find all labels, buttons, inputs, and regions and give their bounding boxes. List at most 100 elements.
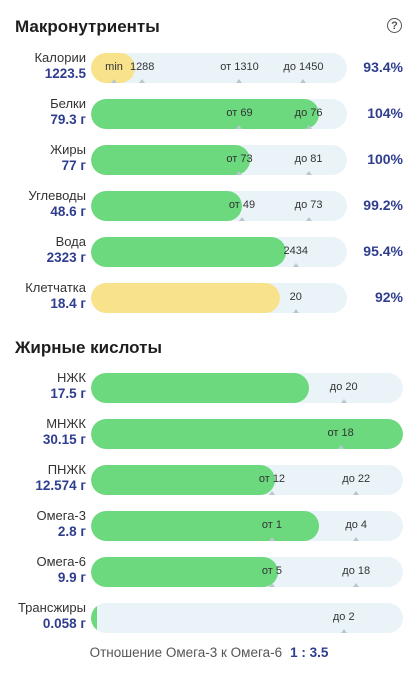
nutrient-amount: 48.6 г (50, 204, 86, 219)
range-marker-tick (111, 79, 118, 83)
range-marker-tick (236, 125, 243, 129)
nutrient-row[interactable]: МНЖК 30.15 г от 18 (0, 416, 418, 456)
nutrient-name: Омега-6 (36, 554, 86, 569)
nutrient-amount: 2323 г (46, 250, 86, 265)
range-marker-tick (353, 537, 360, 541)
range-marker-tick (239, 217, 246, 221)
range-marker-tick (236, 79, 243, 83)
fatty-acids-title: Жирные кислоты (15, 338, 162, 357)
progress-fill (91, 511, 319, 541)
range-marker-label: 20 (289, 291, 302, 303)
range-marker-label: от 1310 (220, 61, 259, 73)
range-marker-label: до 81 (294, 153, 323, 165)
nutrient-row[interactable]: Клетчатка 18.4 г 20 92% (0, 280, 418, 320)
range-marker-tick (353, 583, 360, 587)
range-marker-label: до 73 (294, 199, 323, 211)
range-marker-label: до 20 (329, 381, 358, 393)
nutrient-name: НЖК (57, 370, 86, 385)
range-marker-tick (292, 263, 299, 267)
nutrient-name: Омега-3 (36, 508, 86, 523)
nutrient-row[interactable]: Омега-3 2.8 г от 1 до 4 (0, 508, 418, 548)
nutrient-percent: 99.2% (363, 197, 403, 213)
nutrient-amount: 17.5 г (50, 386, 86, 401)
nutrient-label: Белки 79.3 г (50, 96, 86, 128)
progress-track: от 1 до 4 (91, 511, 403, 541)
range-marker-label: 2434 (283, 245, 309, 257)
range-marker-tick (337, 445, 344, 449)
range-marker-label: до 76 (294, 107, 323, 119)
range-marker-tick (236, 171, 243, 175)
omega-ratio-value: 1 : 3.5 (290, 645, 329, 660)
range-marker-label: до 22 (342, 473, 371, 485)
help-icon[interactable]: ? (387, 18, 402, 33)
nutrient-percent: 95.4% (363, 243, 403, 259)
nutrient-label: НЖК 17.5 г (50, 370, 86, 402)
nutrient-row[interactable]: Калории 1223.5 min 1288 от 1310 до 1450 93.4% (0, 50, 418, 90)
nutrient-name: Углеводы (28, 188, 86, 203)
nutrient-percent: 100% (367, 151, 403, 167)
nutrient-name: ПНЖК (47, 462, 86, 477)
omega-ratio-label: Отношение Омега-3 к Омега-6 (89, 645, 283, 660)
range-marker-label: до 18 (342, 565, 371, 577)
progress-track: от 49 до 73 (91, 191, 347, 221)
omega-ratio: Отношение Омега-3 к Омега-6 1 : 3.5 (0, 645, 418, 660)
range-marker-label: от 73 (226, 153, 253, 165)
range-marker-label: min (105, 61, 123, 73)
nutrient-name: Клетчатка (25, 280, 86, 295)
nutrient-label: Углеводы 48.6 г (28, 188, 86, 220)
nutrient-percent: 92% (374, 289, 403, 305)
nutrient-name: МНЖК (46, 416, 86, 431)
progress-track: до 2 (91, 603, 403, 633)
nutrient-name: Вода (55, 234, 86, 249)
progress-track: от 5 до 18 (91, 557, 403, 587)
range-marker-label: до 2 (332, 611, 355, 623)
nutrient-row[interactable]: Жиры 77 г от 73 до 81 100% (0, 142, 418, 182)
nutrient-row[interactable]: Углеводы 48.6 г от 49 до 73 99.2% (0, 188, 418, 228)
nutrient-row[interactable]: НЖК 17.5 г до 20 (0, 370, 418, 410)
nutrient-label: Жиры 77 г (50, 142, 86, 174)
nutrient-label: ПНЖК 12.574 г (35, 462, 86, 494)
progress-fill (91, 419, 403, 449)
range-marker-label: до 1450 (283, 61, 324, 73)
progress-fill (91, 99, 319, 129)
progress-track: до 20 (91, 373, 403, 403)
progress-track: 2434 (91, 237, 347, 267)
range-marker-label: от 49 (228, 199, 256, 211)
range-marker-tick (268, 583, 275, 587)
nutrient-row[interactable]: Трансжиры 0.058 г до 2 (0, 600, 418, 640)
progress-fill (91, 465, 276, 495)
nutrient-amount: 1223.5 (44, 66, 86, 81)
nutrient-label: Омега-6 9.9 г (36, 554, 86, 586)
progress-track: 20 (91, 283, 347, 313)
nutrient-row[interactable]: Белки 79.3 г от 69 до 76 104% (0, 96, 418, 136)
nutrient-name: Калории (34, 50, 86, 65)
progress-track: min 1288 от 1310 до 1450 (91, 53, 347, 83)
nutrient-label: Клетчатка 18.4 г (25, 280, 86, 312)
nutrient-row[interactable]: ПНЖК 12.574 г от 12 до 22 (0, 462, 418, 502)
range-marker-label: от 69 (226, 107, 253, 119)
range-marker-tick (268, 537, 275, 541)
nutrient-amount: 79.3 г (50, 112, 86, 127)
progress-track: от 73 до 81 (91, 145, 347, 175)
nutrient-amount: 77 г (61, 158, 86, 173)
range-marker-tick (340, 629, 347, 633)
nutrient-amount: 0.058 г (42, 616, 86, 631)
progress-fill (91, 53, 135, 83)
nutrient-amount: 12.574 г (35, 478, 86, 493)
progress-fill (91, 603, 98, 633)
nutrient-label: Вода 2323 г (47, 234, 86, 266)
progress-track: от 69 до 76 (91, 99, 347, 129)
range-marker-tick (292, 309, 299, 313)
range-marker-label: от 5 (261, 565, 282, 577)
nutrient-label: Омега-3 2.8 г (36, 508, 86, 540)
nutrient-row[interactable]: Омега-6 9.9 г от 5 до 18 (0, 554, 418, 594)
range-marker-tick (300, 79, 307, 83)
progress-fill (91, 237, 286, 267)
nutrient-amount: 2.8 г (57, 524, 86, 539)
nutrient-row[interactable]: Вода 2323 г 2434 95.4% (0, 234, 418, 274)
range-marker-tick (305, 171, 312, 175)
progress-track: от 12 до 22 (91, 465, 403, 495)
progress-fill (91, 557, 279, 587)
nutrient-name: Трансжиры (17, 600, 86, 615)
progress-fill (91, 145, 250, 175)
